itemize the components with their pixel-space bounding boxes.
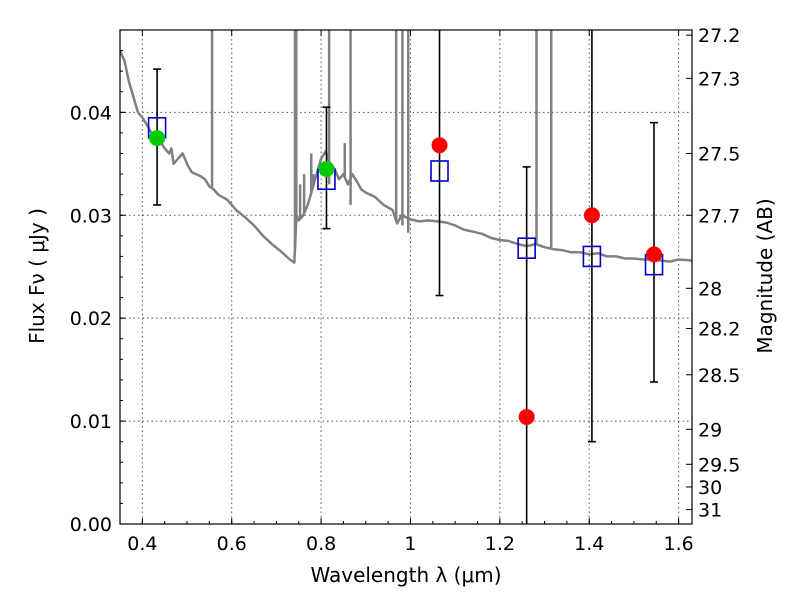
y-axis-label: Flux Fν ( μJy ) — [25, 208, 49, 344]
y-tick-label: 0.02 — [70, 308, 112, 330]
y-tick-label: 0.00 — [70, 514, 112, 536]
y2-tick-label: 30 — [698, 477, 722, 499]
x-tick-label: 1.2 — [485, 533, 515, 555]
y2-tick-label: 27.5 — [698, 144, 740, 166]
y-tick-label: 0.01 — [70, 411, 112, 433]
x-tick-label: 0.8 — [306, 533, 336, 555]
upper-limit-point — [583, 207, 600, 224]
y-tick-label: 0.03 — [70, 205, 112, 227]
grid-lines — [120, 30, 692, 524]
plot-area — [120, 30, 692, 524]
y2-tick-label: 28 — [698, 278, 722, 300]
model-bandpass-marker — [582, 245, 602, 268]
y2-tick-label: 29.5 — [698, 454, 740, 476]
y2-tick-label: 27.3 — [698, 68, 740, 90]
plot-frame — [119, 29, 693, 525]
y2-tick-label: 27.7 — [698, 205, 740, 227]
model-bandpass-marker — [517, 237, 536, 259]
x-tick-label: 1.4 — [574, 533, 604, 555]
y-tick-label: 0.04 — [70, 102, 112, 124]
axis-ticks: 0.4 0.6 0.8 1 1.2 1.4 1.6 0.00 0.01 0.02 0.03 0.04 2… — [70, 25, 741, 555]
upper-limit-point — [518, 408, 535, 425]
x-tick-label: 1 — [404, 533, 416, 555]
detection-point — [318, 160, 335, 177]
x-tick-label: 1.6 — [663, 533, 693, 555]
x-tick-label: 0.6 — [217, 533, 247, 555]
y2-axis-label: Magnitude (AB) — [753, 198, 777, 353]
upper-limit-point — [646, 246, 663, 263]
y2-tick-label: 28.2 — [698, 318, 740, 340]
y2-tick-label: 27.2 — [698, 25, 740, 47]
y2-tick-label: 28.5 — [698, 365, 740, 387]
upper-limit-point — [431, 137, 448, 154]
model-bandpass-marker — [430, 160, 449, 182]
x-tick-label: 0.4 — [127, 533, 157, 555]
x-axis-label: Wavelength λ (μm) — [310, 563, 501, 587]
y2-tick-label: 29 — [698, 419, 722, 441]
detection-point — [149, 130, 166, 147]
y2-tick-label: 31 — [698, 500, 722, 522]
model-spectrum-line — [120, 50, 692, 264]
